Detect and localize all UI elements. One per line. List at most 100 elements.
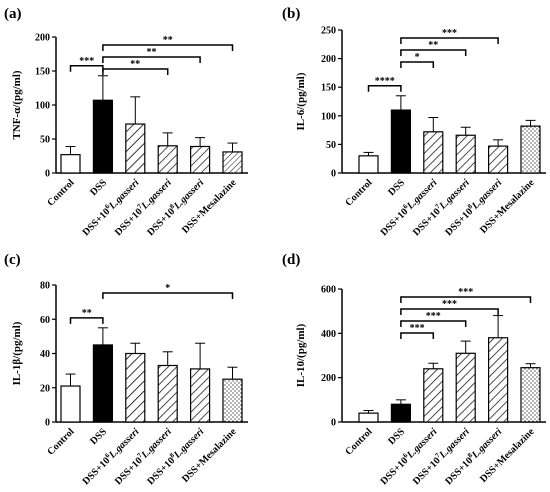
y-tick-label: 40 (40, 349, 50, 360)
y-tick-label: 0 (331, 169, 336, 180)
panel-label: (d) (282, 252, 300, 268)
y-tick-label: 150 (35, 67, 50, 78)
significance-bracket (400, 308, 499, 315)
category-label-2: DSS (386, 177, 407, 198)
category-label-4: DSS+107L.gasseri (112, 425, 174, 487)
category-label-4: DSS+107L.gasseri (112, 176, 174, 238)
significance-label: *** (426, 311, 441, 322)
category-label-1: Control (45, 177, 76, 208)
y-tick-label: 50 (40, 135, 50, 146)
bar-5 (190, 145, 211, 174)
significance-label: *** (79, 56, 94, 67)
significance-label: ** (163, 35, 173, 46)
category-label-1: Control (343, 426, 374, 457)
y-tick-label: 60 (40, 315, 50, 326)
y-tick-label: 0 (331, 418, 336, 429)
category-label-5: DSS+108L.gasseri (442, 176, 504, 238)
significance-label: *** (458, 287, 473, 298)
category-label-3: DSS+106L.gasseri (377, 425, 439, 487)
significance-bracket (400, 49, 467, 56)
y-axis-label: IL-6/(pg/ml) (295, 72, 307, 130)
bar-1 (60, 385, 81, 423)
bar-4 (157, 364, 178, 423)
bar-6 (222, 378, 243, 423)
bar-3 (423, 131, 444, 174)
category-label-2: DSS (88, 426, 109, 447)
significance-label: *** (442, 28, 457, 39)
y-tick-label: 200 (321, 373, 336, 384)
y-tick-label: 200 (321, 54, 336, 65)
category-label-5: DSS+108L.gasseri (144, 425, 206, 487)
category-label-3: DSS+106L.gasseri (79, 176, 141, 238)
y-tick-label: 100 (321, 111, 336, 122)
category-label-3: DSS+106L.gasseri (377, 176, 439, 238)
y-tick-label: 150 (321, 83, 336, 94)
bar-1 (60, 154, 81, 174)
y-tick-label: 200 (35, 33, 50, 44)
category-label-2: DSS (88, 177, 109, 198)
significance-bracket (400, 332, 435, 339)
category-label-4: DSS+107L.gasseri (410, 425, 472, 487)
bar-5 (190, 368, 211, 423)
bar-2 (92, 344, 114, 423)
bar-2 (390, 109, 411, 174)
significance-label: ** (82, 308, 92, 319)
significance-label: ** (147, 47, 157, 58)
significance-bracket (102, 292, 234, 299)
bar-2 (92, 99, 114, 174)
significance-label: * (415, 52, 420, 63)
y-tick-label: 100 (35, 101, 50, 112)
panel-label: (b) (282, 6, 300, 22)
bar-5 (488, 337, 509, 423)
significance-bracket (102, 68, 169, 75)
category-label-5: DSS+108L.gasseri (144, 176, 206, 238)
significance-bracket (69, 317, 104, 324)
y-tick-label: 0 (45, 169, 50, 180)
y-axis-label: TNF-α/(pg/ml) (11, 70, 23, 139)
panel-label: (a) (4, 6, 22, 22)
y-tick-label: 80 (40, 281, 50, 292)
significance-bracket (102, 44, 234, 51)
panel-label: (c) (4, 252, 21, 268)
bar-3 (125, 352, 146, 423)
category-label-2: DSS (386, 426, 407, 447)
bar-6 (222, 151, 243, 174)
bar-2 (390, 403, 411, 423)
y-tick-label: 50 (326, 140, 336, 151)
significance-label: **** (375, 76, 395, 87)
y-tick-label: 400 (321, 329, 336, 340)
category-label-3: DSS+106L.gasseri (79, 425, 141, 487)
category-label-1: Control (343, 177, 374, 208)
bar-1 (358, 412, 379, 423)
category-label-4: DSS+107L.gasseri (410, 176, 472, 238)
significance-label: ** (130, 59, 140, 70)
significance-bracket (400, 61, 435, 68)
category-label-1: Control (45, 426, 76, 457)
significance-label: ** (428, 40, 438, 51)
bar-4 (455, 352, 476, 423)
y-tick-label: 0 (45, 418, 50, 429)
bar-3 (125, 123, 146, 174)
category-label-5: DSS+108L.gasseri (442, 425, 504, 487)
significance-bracket (400, 320, 467, 327)
bar-6 (520, 125, 541, 174)
significance-label: *** (442, 299, 457, 310)
bar-1 (358, 155, 379, 174)
y-tick-label: 250 (321, 26, 336, 37)
significance-bracket (102, 56, 201, 63)
significance-label: *** (410, 323, 425, 334)
bar-4 (157, 145, 178, 174)
y-axis-label: IL-1β/(pg/ml) (11, 321, 23, 385)
significance-bracket (400, 296, 532, 303)
significance-bracket (400, 37, 499, 44)
significance-bracket (367, 85, 402, 92)
bar-6 (520, 367, 541, 423)
y-axis-label: IL-10/(pg/ml) (295, 323, 307, 387)
y-tick-label: 20 (40, 383, 50, 394)
bar-5 (488, 145, 509, 174)
